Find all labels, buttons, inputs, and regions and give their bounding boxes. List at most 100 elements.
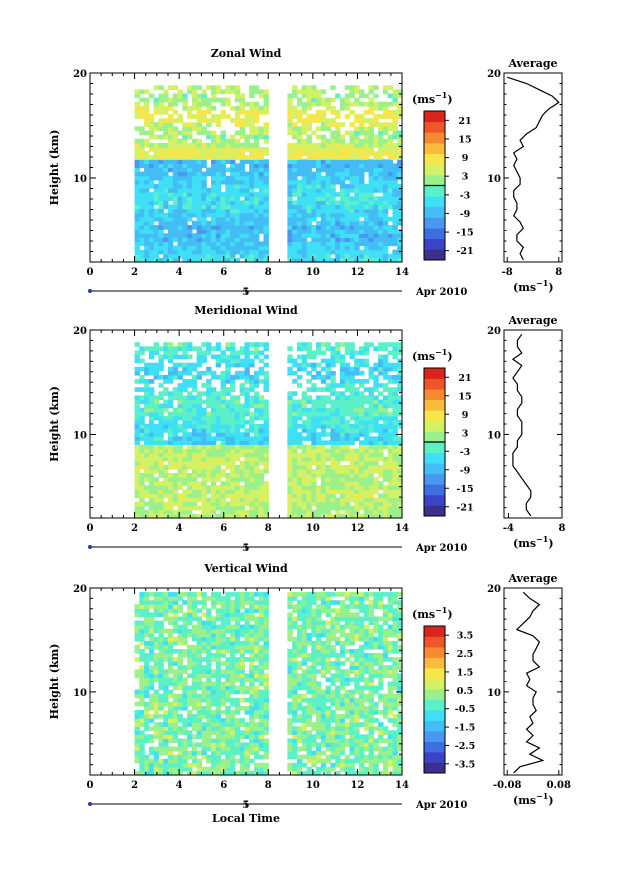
heatmap-cell: [287, 220, 293, 226]
heatmap-cell: [363, 436, 370, 441]
heatmap-cell: [206, 509, 212, 515]
heatmap-cell: [163, 391, 169, 396]
heatmap-cell: [263, 436, 269, 441]
heatmap-cell: [363, 415, 370, 421]
heatmap-cell: [392, 216, 398, 222]
heatmap-cell: [344, 192, 351, 197]
heatmap-cell: [253, 411, 260, 417]
heatmap-cell: [153, 460, 160, 466]
heatmap-cell: [191, 85, 198, 91]
heatmap-cell: [144, 448, 150, 454]
heatmap-cell: [215, 208, 222, 214]
heatmap-cell: [325, 489, 331, 495]
heatmap-cell: [196, 673, 203, 679]
heatmap-cell: [215, 229, 222, 234]
heatmap-cell: [225, 509, 231, 515]
heatmap-cell: [330, 85, 336, 91]
heatmap-cell: [263, 249, 269, 255]
heatmap-cell: [378, 424, 384, 429]
heatmap-cell: [215, 415, 222, 421]
heatmap-cell: [210, 726, 217, 731]
heatmap-cell: [158, 628, 164, 634]
heatmap-cell: [163, 159, 169, 164]
heatmap-cell: [373, 114, 379, 119]
heatmap-cell: [397, 419, 403, 425]
heatmap-cell: [387, 366, 394, 372]
heatmap-cell: [335, 159, 341, 164]
heatmap-cell: [382, 233, 389, 238]
heatmap-cell: [349, 513, 355, 519]
heatmap-cell: [182, 216, 188, 222]
heatmap-cell: [177, 701, 183, 707]
heatmap-cell: [139, 89, 145, 95]
heatmap-cell: [234, 448, 241, 454]
heatmap-cell: [344, 130, 351, 136]
heatmap-cell: [368, 505, 374, 511]
heatmap-cell: [163, 171, 169, 177]
heatmap-cell: [263, 109, 269, 115]
heatmap-cell: [330, 419, 336, 425]
heatmap-cell: [344, 229, 351, 234]
heatmap-cell: [349, 481, 355, 486]
heatmap-cell: [335, 505, 341, 511]
heatmap-cell: [335, 399, 341, 405]
heatmap-cell: [139, 673, 145, 679]
heatmap-cell: [234, 432, 241, 437]
heatmap-cell: [225, 608, 231, 613]
heatmap-cell: [230, 673, 236, 679]
x-tick-label: 0: [87, 267, 94, 278]
heatmap-cell: [148, 225, 155, 230]
heatmap-cell: [139, 257, 145, 263]
heatmap-cell: [210, 370, 217, 376]
heatmap-cell: [168, 726, 174, 731]
heatmap-cell: [258, 208, 265, 214]
heatmap-cell: [320, 204, 327, 210]
heatmap-cell: [359, 257, 365, 263]
heatmap-cell: [177, 354, 183, 360]
heatmap-cell: [134, 101, 140, 107]
heatmap-cell: [354, 428, 360, 433]
heatmap-cell: [320, 350, 327, 356]
heatmap-cell: [359, 171, 365, 177]
heatmap-cell: [187, 722, 193, 727]
heatmap-cell: [320, 220, 327, 226]
heatmap-cell: [139, 138, 145, 144]
heatmap-cell: [306, 233, 312, 238]
heatmap-cell: [144, 379, 150, 384]
heatmap-cell: [349, 229, 355, 234]
heatmap-cell: [292, 448, 298, 454]
heatmap-cell: [301, 509, 308, 515]
heatmap-cell: [206, 424, 212, 429]
heatmap-cell: [263, 354, 269, 360]
heatmap-cell: [158, 468, 164, 474]
heatmap-cell: [148, 726, 155, 731]
heatmap-cell: [363, 249, 370, 255]
heatmap-cell: [139, 432, 145, 437]
profile-title: Average: [507, 314, 557, 327]
heatmap-cell: [359, 424, 365, 429]
heatmap-cell: [196, 257, 203, 263]
heatmap-cell: [177, 653, 183, 658]
heatmap-cell: [373, 245, 379, 251]
heatmap-cell: [153, 762, 160, 768]
heatmap-cell: [344, 249, 351, 255]
heatmap-cell: [148, 705, 155, 711]
heatmap-cell: [220, 358, 226, 364]
heatmap-cell: [191, 245, 198, 251]
heatmap-cell: [378, 167, 384, 173]
heatmap-cell: [144, 718, 150, 723]
heatmap-cell: [196, 493, 203, 499]
heatmap-cell: [191, 644, 198, 650]
heatmap-cell: [168, 689, 174, 695]
heatmap-cell: [234, 245, 241, 251]
heatmap-cell: [187, 616, 193, 622]
heatmap-cell: [239, 489, 246, 495]
heatmap-cell: [292, 424, 298, 429]
heatmap-cell: [148, 424, 155, 429]
profile-x-tick-label: -4: [503, 523, 514, 534]
heatmap-cell: [311, 460, 317, 466]
heatmap-cell: [139, 657, 145, 662]
heatmap-cell: [134, 505, 140, 511]
heatmap-cell: [225, 673, 231, 679]
heatmap-cell: [163, 738, 169, 744]
